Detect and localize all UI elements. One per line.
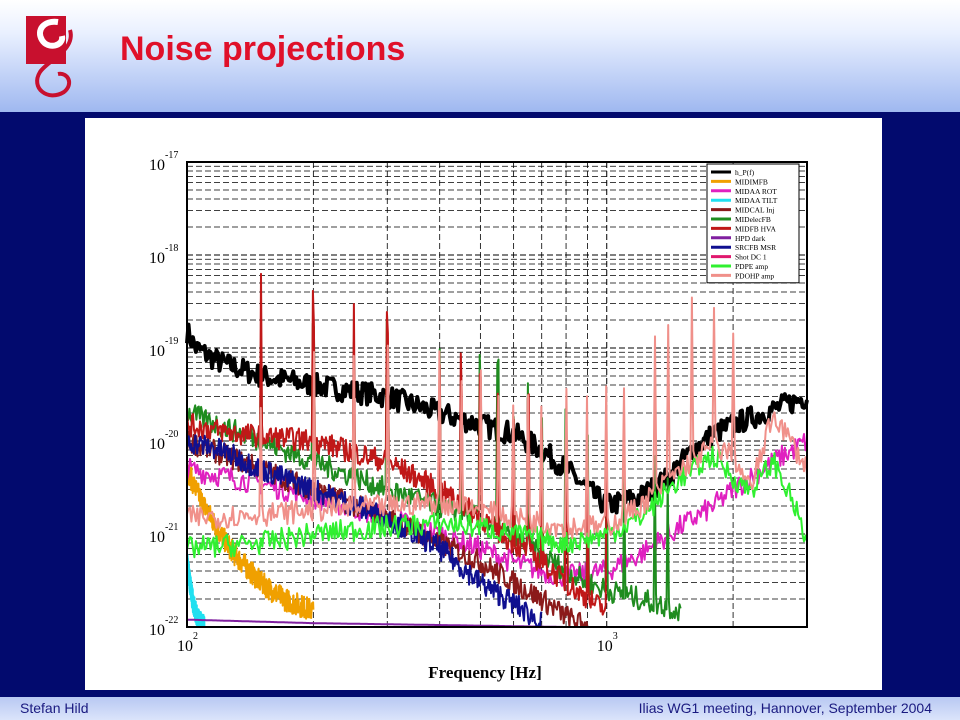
legend-entry-11: PDOHP amp <box>735 271 774 280</box>
legend-entry-5: MIDelecFB <box>735 215 771 224</box>
y-tick-label-0: 10-17 <box>149 150 178 174</box>
legend-entry-9: Shot DC 1 <box>735 253 767 262</box>
series-line-6 <box>186 272 608 616</box>
slide-title: Noise projections <box>120 30 406 68</box>
x-tick-label-1: 103 <box>597 631 618 655</box>
legend-entry-7: HPD dark <box>735 234 765 243</box>
y-tick-label-2: 10-19 <box>149 336 178 360</box>
y-tick-exp: -19 <box>165 336 178 347</box>
series-line-10 <box>186 445 808 559</box>
legend-entry-0: h_P(f) <box>735 168 755 177</box>
legend-box <box>706 163 800 284</box>
slide-header: Noise projections <box>0 0 960 112</box>
y-tick-exp: -21 <box>165 522 178 533</box>
x-tick-exp: 2 <box>193 631 198 642</box>
series-line-7 <box>186 618 640 628</box>
footer-event: Ilias WG1 meeting, Hannover, September 2… <box>638 700 932 716</box>
y-tick-base: 10 <box>149 529 165 546</box>
chart-panel: 10-17 10-18 10-19 10-20 10-21 10-22 102 103 Fre… <box>85 118 882 690</box>
legend-entry-3: MIDAA TILT <box>735 196 778 205</box>
x-tick-base: 10 <box>597 638 613 655</box>
series-line-3 <box>186 553 206 628</box>
y-tick-label-1: 10-18 <box>149 243 178 267</box>
legend-entry-1: MIDIMFB <box>735 177 768 186</box>
slide-footer: Stefan Hild Ilias WG1 meeting, Hannover,… <box>0 697 960 720</box>
legend-entry-6: MIDFB HVA <box>735 224 776 233</box>
y-tick-label-5: 10-22 <box>149 615 178 639</box>
x-axis-label: Frequency [Hz] <box>428 663 541 682</box>
y-tick-base: 10 <box>149 436 165 453</box>
y-tick-label-3: 10-20 <box>149 429 178 453</box>
y-tick-base: 10 <box>149 250 165 267</box>
series-line-11 <box>186 296 808 540</box>
y-tick-base: 10 <box>149 157 165 174</box>
plot-frame <box>186 161 808 628</box>
y-tick-exp: -18 <box>165 243 178 254</box>
x-tick-base: 10 <box>177 638 193 655</box>
y-tick-base: 10 <box>149 622 165 639</box>
y-tick-label-4: 10-21 <box>149 522 178 546</box>
footer-author: Stefan Hild <box>20 700 89 716</box>
x-tick-exp: 3 <box>613 631 618 642</box>
legend-entry-8: SRCFB MSR <box>735 243 776 252</box>
y-tick-exp: -17 <box>165 150 178 161</box>
logo-icon <box>26 16 73 98</box>
x-tick-label-0: 102 <box>177 631 198 655</box>
series-lines <box>185 272 809 628</box>
y-tick-exp: -20 <box>165 429 178 440</box>
legend-entry-4: MIDCAL Inj <box>735 206 775 215</box>
y-tick-base: 10 <box>149 343 165 360</box>
legend-entry-10: PDPE amp <box>735 262 768 271</box>
legend-entry-2: MIDAA ROT <box>735 187 777 196</box>
y-tick-exp: -22 <box>165 615 178 626</box>
